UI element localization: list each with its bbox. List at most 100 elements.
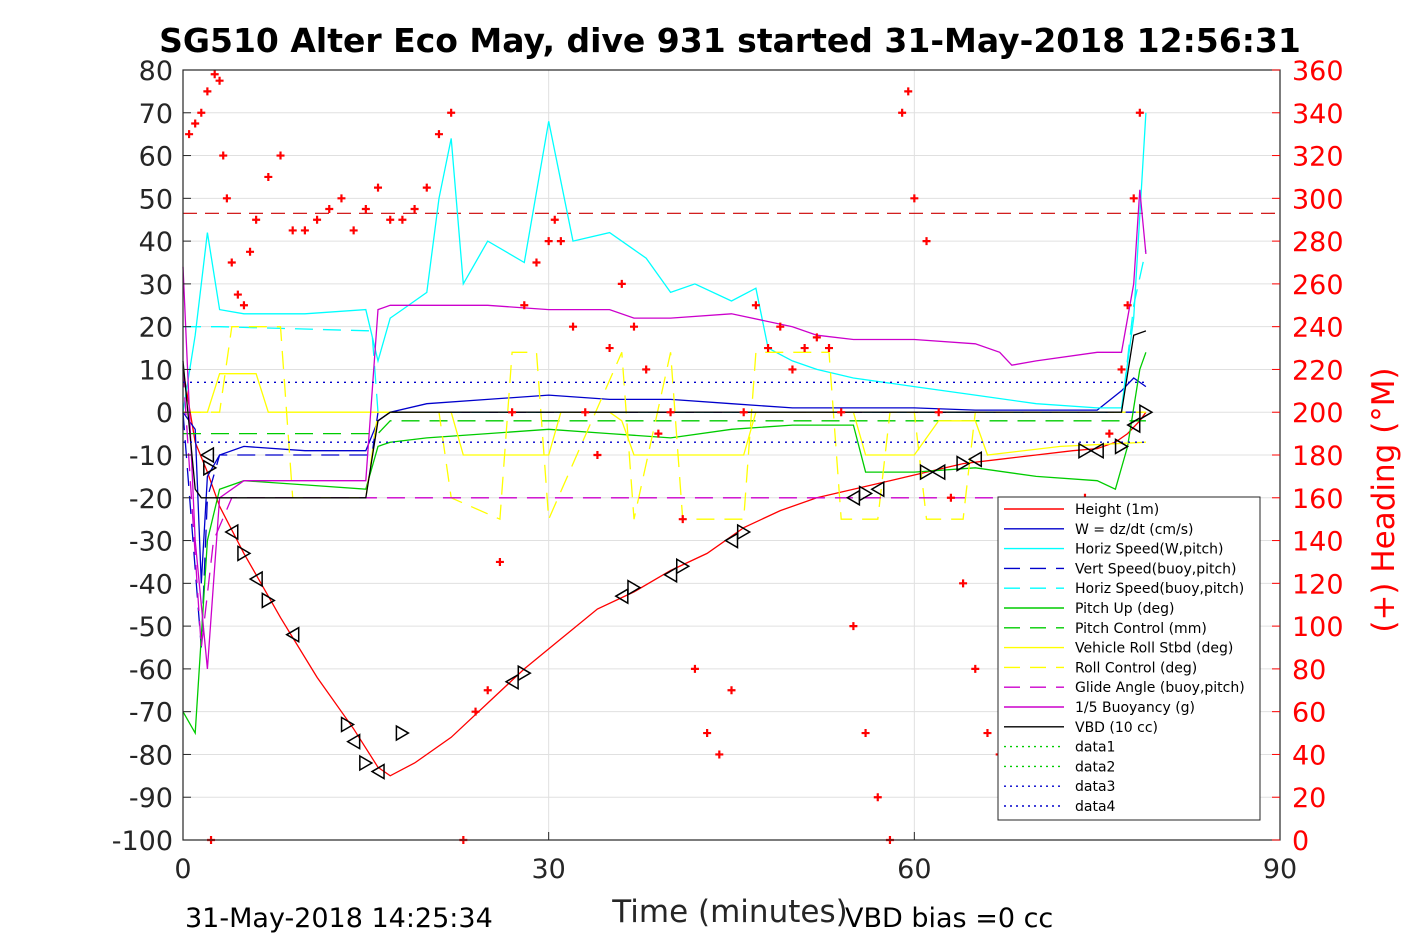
y-right-tick-label: 140 [1292,527,1344,558]
heading-point [983,729,992,738]
heading-point [764,344,773,353]
series-line-11 [182,189,1147,669]
heading-point [581,408,590,417]
heading-point [210,70,219,79]
y-left-tick-label: 30 [139,270,173,301]
legend-label: Horiz Speed(buoy,pitch) [1075,581,1244,597]
triangle-marker [956,455,971,472]
heading-point [422,183,431,192]
triangle-marker [627,579,642,596]
triangle-marker [237,545,252,562]
triangle-marker [724,532,739,549]
heading-point [252,215,261,224]
triangle-marker [1078,442,1093,460]
right-axis-label: (+) Heading (°M) [1366,367,1402,632]
x-tick-label: 60 [897,854,931,885]
y-left-tick-label: -70 [129,698,173,729]
heading-point [629,322,638,331]
heading-point [776,322,785,331]
triangle-marker [1126,416,1141,434]
heading-point [593,451,602,459]
heading-point [544,237,553,246]
heading-point [934,408,943,417]
heading-point [410,205,419,214]
heading-point [197,108,206,117]
y-left-tick-label: -20 [129,484,173,515]
heading-point [904,87,913,96]
heading-point [959,579,968,588]
series-line-7 [183,420,1146,435]
y-right-tick-label: 220 [1292,355,1344,386]
x-tick-label: 30 [531,854,565,885]
heading-point [910,194,919,203]
y-right-tick-label: 200 [1292,398,1344,429]
heading-point [361,205,370,214]
y-left-tick-label: 40 [139,227,173,258]
heading-point [288,226,297,235]
y-right-tick-label: 260 [1292,270,1344,301]
series-line-12 [182,330,1147,499]
heading-point [233,290,242,299]
triangle-marker [203,459,218,477]
heading-point [191,119,200,128]
x-tick-label: 90 [1263,854,1297,885]
heading-point [550,215,559,224]
legend-label: data4 [1075,799,1116,815]
tick-layer: 0 30 60 9080706050403020100-10-20-30-40-50-… [112,56,1344,885]
heading-point [556,237,565,246]
y-left-tick-label: -60 [129,655,173,686]
heading-point [532,258,541,267]
heading-point [398,215,407,224]
heading-point [690,664,699,673]
series-line-6 [182,352,1147,736]
heading-point [239,301,248,310]
heading-point [447,108,456,117]
heading-point [471,707,480,716]
heading-point [222,194,231,203]
triangle-marker [1139,403,1154,421]
triangle-marker [261,592,276,609]
triangle-marker [285,626,300,643]
heading-point [434,130,443,139]
y-left-tick-label: 60 [139,142,173,173]
heading-point [276,151,285,160]
heading-point [922,237,931,246]
triangle-marker [359,754,374,772]
heading-point [617,279,626,288]
legend-label: 1/5 Buoyancy (g) [1075,700,1195,716]
heading-point [349,226,358,235]
triangle-marker [870,480,885,498]
triangle-marker [199,446,215,464]
legend-label: Vehicle Roll Stbd (deg) [1075,641,1233,657]
y-left-tick-label: -80 [129,740,173,771]
y-right-tick-label: 40 [1292,740,1326,771]
y-left-tick-label: 70 [139,99,173,130]
y-right-tick-label: 180 [1292,441,1344,472]
heading-point [1117,365,1126,374]
legend-label: Pitch Up (deg) [1075,601,1174,617]
triangle-marker [675,557,691,575]
heading-point [703,729,712,738]
y-right-tick-label: 20 [1292,783,1326,814]
heading-point [739,408,748,417]
series-line-3 [182,112,1147,413]
x-tick-label: 0 [174,854,191,885]
heading-point [264,172,273,181]
legend-label: Height (1m) [1075,502,1159,518]
y-right-tick-label: 340 [1292,99,1344,130]
y-right-tick-label: 0 [1292,826,1309,857]
heading-point [569,322,578,331]
triangle-marker [1114,438,1130,455]
heading-point [203,87,212,96]
heading-point [800,344,809,353]
y-left-tick-label: -100 [112,826,173,857]
y-left-tick-label: 10 [139,355,173,386]
legend: Height (1m) W = dz/dt (cm/s) Horiz Speed(W… [997,496,1261,821]
y-left-tick-label: -10 [129,441,173,472]
heading-point [1135,108,1144,117]
y-left-tick-label: -30 [129,527,173,558]
legend-label: Vert Speed(buoy,pitch) [1075,561,1237,577]
y-left-tick-label: -50 [129,612,173,643]
y-right-tick-label: 320 [1292,142,1344,173]
heading-point [971,664,980,673]
